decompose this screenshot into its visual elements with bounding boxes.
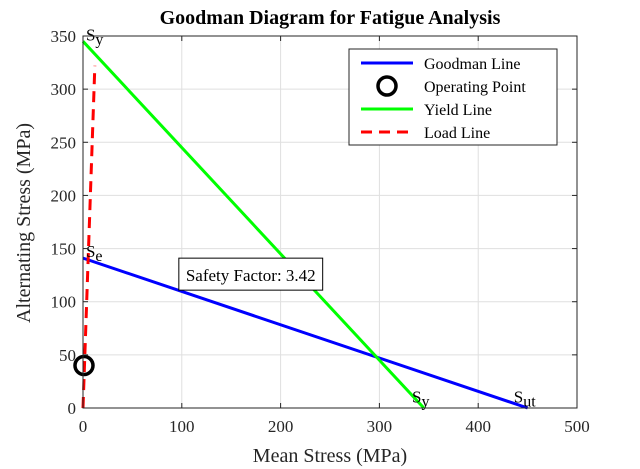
- series-layer: [73, 40, 529, 410]
- yield-line: [81, 40, 425, 410]
- safety-factor-box-border: [178, 257, 324, 291]
- legend: Goodman Line Operating Point Yield Line Loa…: [348, 48, 558, 146]
- annotation-layer: Sy Se Sy Sut: [86, 25, 536, 410]
- y-tick-label: 200: [51, 186, 77, 205]
- y-tick-label: 0: [68, 399, 77, 418]
- y-tick-label: 100: [51, 293, 77, 312]
- y-tick-label: 150: [51, 240, 77, 259]
- x-tick-label: 100: [169, 417, 195, 436]
- legend-swatch-operating-point: [376, 75, 398, 97]
- x-tick-label: 300: [367, 417, 393, 436]
- legend-box: [348, 48, 558, 146]
- label-se: Se: [86, 242, 103, 265]
- y-tick-label: 250: [51, 133, 77, 152]
- operating-point-marker: [73, 354, 95, 377]
- load-line: [81, 65, 97, 409]
- y-tick-label: 300: [51, 80, 77, 99]
- x-tick-label: 0: [79, 417, 88, 436]
- label-sy-bottom: Sy: [412, 388, 429, 411]
- safety-factor-text: Safety Factor: 3.42: [186, 266, 316, 285]
- y-axis-title: Alternating Stress (MPa): [13, 123, 35, 323]
- label-sy-top: Sy: [86, 25, 103, 48]
- x-tick-label: 500: [564, 417, 590, 436]
- x-tick-label: 200: [268, 417, 294, 436]
- chart-title: Goodman Diagram for Fatigue Analysis: [160, 7, 501, 29]
- goodman-line: [82, 256, 529, 410]
- x-axis-title: Mean Stress (MPa): [253, 445, 407, 467]
- legend-label-operating-point: Operating Point: [424, 79, 526, 96]
- y-tick-label: 50: [59, 346, 76, 365]
- y-tick-label: 350: [51, 27, 77, 46]
- label-sut: Sut: [514, 388, 536, 411]
- x-tick-label: 400: [465, 417, 491, 436]
- axes-box: [82, 35, 578, 409]
- legend-label-load-line: Load Line: [424, 125, 490, 142]
- axes: 0 100 200 300 400 500 0 50 100 150 200 250 300 350: [51, 27, 590, 436]
- legend-label-yield-line: Yield Line: [424, 102, 492, 119]
- safety-factor-box: Safety Factor: 3.42: [178, 257, 324, 291]
- legend-label-goodman-line: Goodman Line: [424, 56, 520, 73]
